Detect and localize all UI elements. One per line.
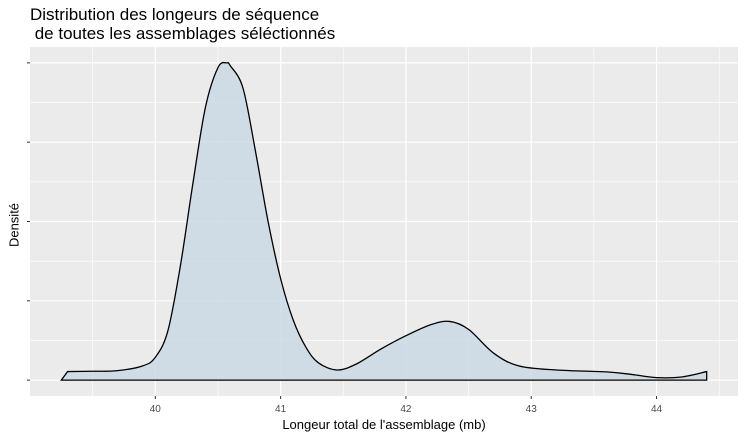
x-tick-label: 40 [150,404,162,415]
x-tick-label: 41 [275,404,287,415]
x-axis-label: Longeur total de l'assemblage (mb) [282,417,486,432]
x-axis-ticks [154,396,658,399]
y-axis-label: Densité [6,202,22,248]
x-tick-label: 43 [526,404,538,415]
x-axis-label-wrap: Longeur total de l'assemblage (mb) [0,417,746,432]
x-tick-label: 44 [651,404,663,415]
chart-subtitle: de toutes les assemblages séléctionnés [30,24,336,43]
chart-title: Distribution des longeurs de séquence [30,5,320,24]
x-tick-label: 42 [400,404,412,415]
density-area [60,61,708,381]
y-axis-ticks [27,62,30,381]
x-axis-tick-labels: 40 41 42 43 44 [150,404,663,415]
